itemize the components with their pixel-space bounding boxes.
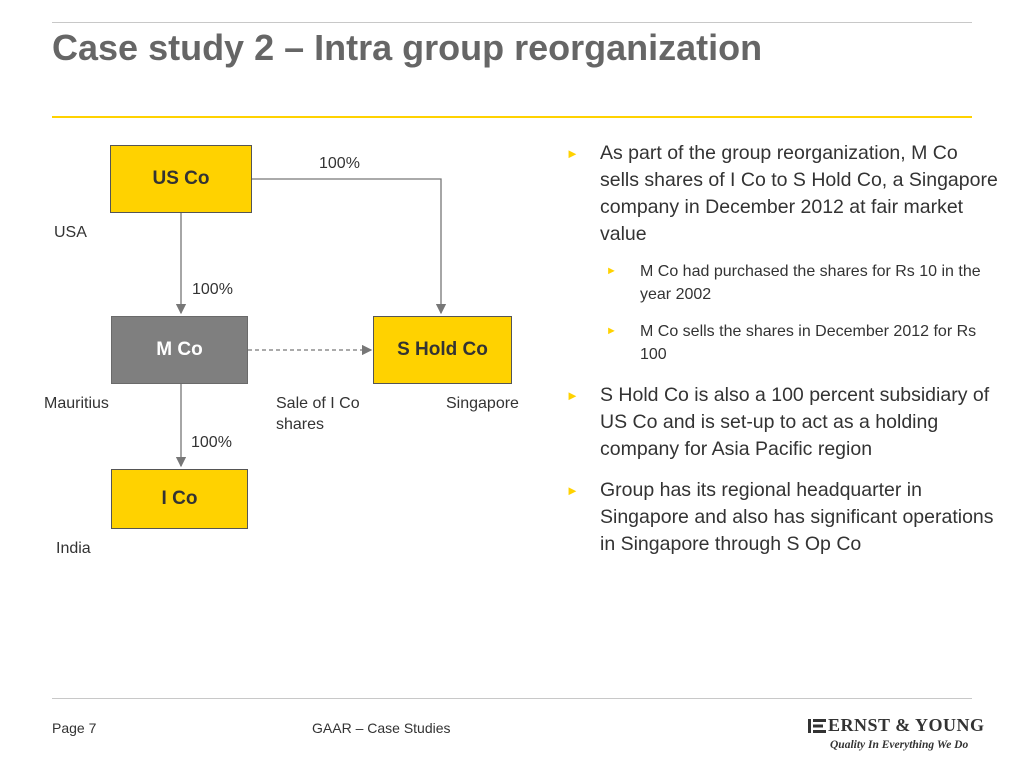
footer-title: GAAR – Case Studies (312, 720, 451, 736)
country-label-singapore: Singapore (446, 395, 519, 412)
bullet-item: ► As part of the group reorganization, M… (560, 140, 1000, 248)
ownership-label-us-shold: 100% (319, 155, 360, 172)
bullet-text: As part of the group reorganization, M C… (600, 142, 998, 245)
sub-bullet-text: M Co sells the shares in December 2012 f… (640, 323, 977, 363)
bullet-arrow-icon: ► (606, 325, 617, 337)
country-label-usa: USA (54, 224, 87, 241)
bullet-item: ► S Hold Co is also a 100 percent subsid… (560, 382, 1000, 463)
bullet-text: Group has its regional headquarter in Si… (600, 479, 994, 555)
bullet-arrow-icon: ► (566, 388, 579, 403)
country-label-india: India (56, 540, 91, 557)
sub-bullet-text: M Co had purchased the shares for Rs 10 … (640, 263, 981, 303)
entity-box-us-co: US Co (110, 145, 252, 213)
logo-mark-icon (808, 719, 826, 733)
logo-tagline: Quality In Everything We Do (830, 739, 969, 751)
bullet-text: S Hold Co is also a 100 percent subsidia… (600, 384, 990, 460)
logo-name: ERNST & YOUNG (828, 715, 985, 735)
entity-box-i-co: I Co (111, 469, 248, 529)
bullet-list: ► As part of the group reorganization, M… (560, 140, 1000, 572)
sub-bullet-item: ► M Co had purchased the shares for Rs 1… (560, 260, 1000, 306)
page-number: Page 7 (52, 720, 97, 736)
entity-box-m-co: M Co (111, 316, 248, 384)
footer-divider (52, 698, 972, 699)
bullet-item: ► Group has its regional headquarter in … (560, 477, 1000, 558)
entity-box-s-hold-co: S Hold Co (373, 316, 512, 384)
company-logo: ERNST & YOUNG Quality In Everything We D… (808, 714, 984, 758)
bullet-arrow-icon: ► (566, 483, 579, 498)
slide-title: Case study 2 – Intra group reorganizatio… (52, 27, 763, 68)
bullet-arrow-icon: ► (566, 146, 579, 161)
transaction-label: Sale of I Co shares (276, 395, 360, 433)
sub-bullet-item: ► M Co sells the shares in December 2012… (560, 320, 1000, 366)
bullet-arrow-icon: ► (606, 265, 617, 277)
top-divider (52, 22, 972, 23)
connector-us-to-shold (252, 178, 447, 315)
ownership-label-m-i: 100% (191, 434, 232, 451)
country-label-mauritius: Mauritius (44, 395, 109, 412)
title-underline (52, 116, 972, 118)
ownership-label-us-m: 100% (192, 281, 233, 298)
